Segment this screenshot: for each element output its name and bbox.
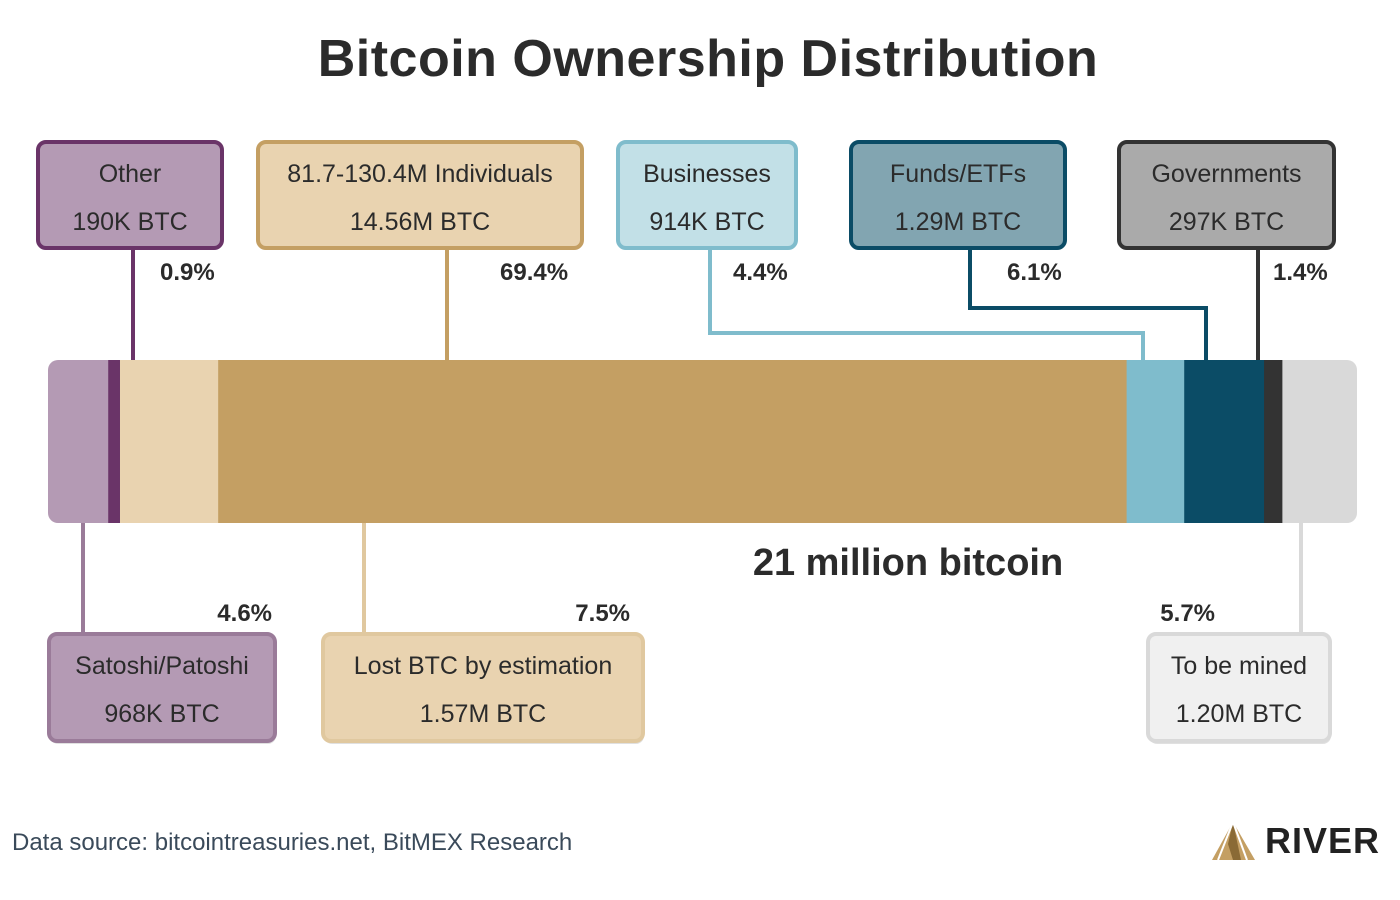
box-frame — [1117, 140, 1336, 250]
bar-segment-businesses — [1126, 360, 1185, 523]
bar-segment-individuals — [218, 360, 1128, 523]
stacked-bar — [48, 360, 1357, 523]
category-box-funds: Funds/ETFs 1.29M BTC — [849, 140, 1067, 250]
category-name: 81.7-130.4M Individuals — [287, 160, 552, 188]
category-name: To be mined — [1171, 652, 1307, 680]
category-amount: 968K BTC — [104, 700, 219, 728]
connector-lines — [81, 248, 1303, 634]
bar-caption: 21 million bitcoin — [753, 542, 1063, 584]
category-amount: 914K BTC — [649, 208, 764, 236]
category-box-satoshi: Satoshi/Patoshi 968K BTC — [47, 632, 277, 744]
category-box-lost: Lost BTC by estimation 1.57M BTC — [321, 632, 645, 744]
category-box-other: Other 190K BTC — [36, 140, 224, 250]
box-frame — [36, 140, 224, 250]
category-box-governments: Governments 297K BTC — [1117, 140, 1336, 250]
category-amount: 1.29M BTC — [895, 208, 1021, 236]
percent-label-lost: 7.5% — [575, 600, 630, 627]
brand-name: RIVER — [1265, 820, 1380, 861]
box-frame — [256, 140, 584, 250]
category-amount: 1.57M BTC — [420, 700, 546, 728]
percent-label-businesses: 4.4% — [733, 259, 788, 286]
category-amount: 190K BTC — [72, 208, 187, 236]
category-boxes: Satoshi/Patoshi 968K BTC 4.6% Other 190K BTC… — [36, 140, 1336, 744]
category-box-individuals: 81.7-130.4M Individuals 14.56M BTC — [256, 140, 584, 250]
box-frame — [849, 140, 1067, 250]
box-frame — [47, 632, 277, 743]
category-name: Funds/ETFs — [890, 160, 1026, 188]
percent-label-governments: 1.4% — [1273, 259, 1328, 286]
category-name: Businesses — [643, 160, 771, 188]
data-source: Data source: bitcointreasuries.net, BitM… — [12, 829, 572, 856]
category-name: Other — [99, 160, 162, 188]
category-amount: 14.56M BTC — [350, 208, 490, 236]
category-box-to-be-mined: To be mined 1.20M BTC — [1146, 632, 1332, 744]
bar-segment-lost — [119, 360, 219, 523]
category-name: Satoshi/Patoshi — [75, 652, 249, 680]
bar-segment-other — [108, 360, 121, 523]
box-frame — [321, 632, 645, 743]
connector-businesses — [708, 248, 1145, 360]
connector-funds — [968, 248, 1208, 360]
bar-segment-governments — [1264, 360, 1283, 523]
percent-label-to-be-mined: 5.7% — [1160, 600, 1215, 627]
chart-title: Bitcoin Ownership Distribution — [318, 30, 1099, 88]
bar-segment-funds — [1184, 360, 1265, 523]
percent-label-individuals: 69.4% — [500, 259, 568, 286]
category-amount: 297K BTC — [1169, 208, 1284, 236]
category-name: Lost BTC by estimation — [354, 652, 612, 680]
river-mountain-icon — [1212, 821, 1255, 861]
category-amount: 1.20M BTC — [1176, 700, 1302, 728]
category-box-businesses: Businesses 914K BTC — [616, 140, 798, 250]
percent-label-funds: 6.1% — [1007, 259, 1062, 286]
box-frame — [616, 140, 798, 250]
bar-segment-satoshi — [48, 360, 109, 523]
bar-segment-to-be-mined — [1282, 360, 1357, 523]
percent-label-other: 0.9% — [160, 259, 215, 286]
river-logo: RIVER — [1212, 820, 1380, 861]
category-name: Governments — [1151, 160, 1301, 188]
percent-label-satoshi: 4.6% — [217, 600, 272, 627]
box-frame — [1146, 632, 1332, 743]
